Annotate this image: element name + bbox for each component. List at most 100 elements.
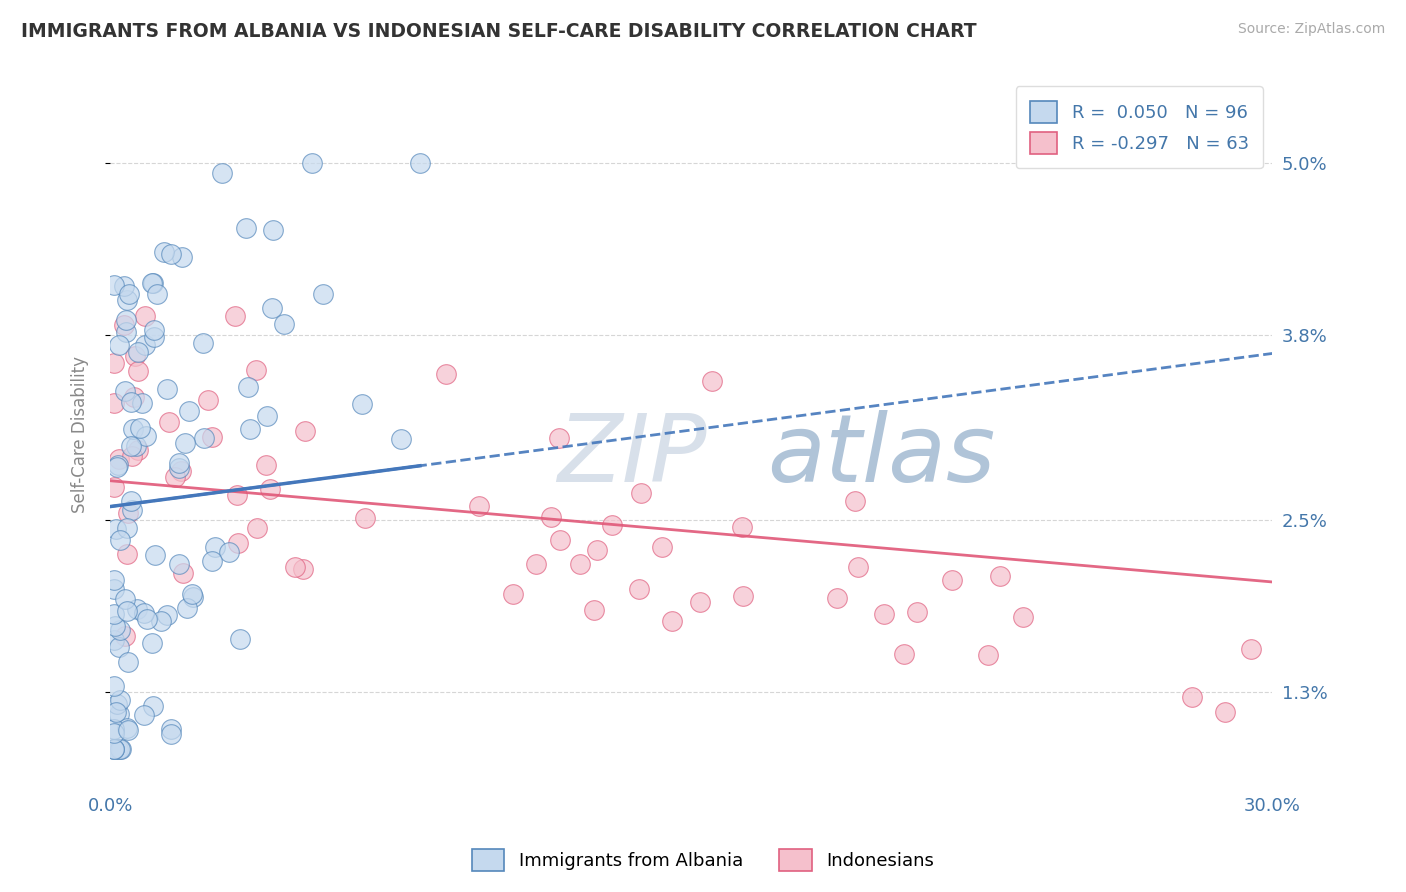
Point — [301, 156, 323, 170]
Point — [145, 549, 167, 563]
Point — [142, 322, 165, 336]
Point — [165, 470, 187, 484]
Point — [627, 582, 650, 596]
Point — [239, 422, 262, 436]
Point — [170, 464, 193, 478]
Point — [312, 287, 335, 301]
Point — [200, 430, 222, 444]
Point — [191, 335, 214, 350]
Point — [193, 431, 215, 445]
Point — [107, 742, 129, 756]
Point — [103, 355, 125, 369]
Point — [157, 415, 180, 429]
Point — [226, 535, 249, 549]
Point — [115, 325, 138, 339]
Point — [110, 624, 132, 638]
Point — [235, 221, 257, 235]
Point — [105, 697, 128, 711]
Point — [122, 390, 145, 404]
Point — [167, 457, 190, 471]
Point — [108, 742, 131, 756]
Point — [389, 433, 412, 447]
Point — [146, 287, 169, 301]
Point — [115, 313, 138, 327]
Point — [661, 615, 683, 629]
Point — [141, 699, 163, 714]
Point — [1213, 705, 1236, 719]
Point — [350, 396, 373, 410]
Point — [121, 502, 143, 516]
Point — [893, 647, 915, 661]
Point — [197, 393, 219, 408]
Point — [114, 629, 136, 643]
Point — [468, 499, 491, 513]
Point — [112, 279, 135, 293]
Point — [586, 542, 609, 557]
Point — [844, 493, 866, 508]
Point — [160, 247, 183, 261]
Point — [256, 409, 278, 423]
Point — [103, 632, 125, 647]
Point — [117, 723, 139, 737]
Point — [117, 507, 139, 521]
Point — [134, 337, 156, 351]
Text: Source: ZipAtlas.com: Source: ZipAtlas.com — [1237, 22, 1385, 37]
Point — [159, 727, 181, 741]
Point — [284, 560, 307, 574]
Point — [110, 693, 132, 707]
Point — [103, 722, 125, 736]
Point — [115, 293, 138, 307]
Point — [107, 338, 129, 352]
Point — [156, 607, 179, 622]
Point — [169, 460, 191, 475]
Point — [118, 287, 141, 301]
Point — [143, 329, 166, 343]
Point — [689, 595, 711, 609]
Point — [110, 742, 132, 756]
Point — [141, 636, 163, 650]
Point — [115, 721, 138, 735]
Point — [103, 742, 125, 756]
Point — [125, 602, 148, 616]
Point — [167, 558, 190, 572]
Point — [114, 591, 136, 606]
Point — [700, 374, 723, 388]
Point — [103, 679, 125, 693]
Point — [103, 742, 125, 756]
Point — [211, 166, 233, 180]
Point — [103, 573, 125, 587]
Point — [112, 318, 135, 332]
Point — [127, 443, 149, 458]
Point — [905, 605, 928, 619]
Point — [121, 449, 143, 463]
Point — [103, 726, 125, 740]
Y-axis label: Self-Care Disability: Self-Care Disability — [72, 356, 89, 513]
Point — [550, 533, 572, 548]
Point — [135, 428, 157, 442]
Point — [204, 540, 226, 554]
Point — [731, 520, 754, 534]
Point — [224, 309, 246, 323]
Point — [103, 742, 125, 756]
Point — [105, 460, 128, 475]
Point — [172, 566, 194, 580]
Point — [630, 486, 652, 500]
Point — [602, 518, 624, 533]
Point — [262, 223, 284, 237]
Point — [177, 404, 200, 418]
Point — [104, 705, 127, 719]
Point — [547, 431, 569, 445]
Point — [103, 277, 125, 292]
Point — [502, 587, 524, 601]
Point — [229, 632, 252, 646]
Point — [1181, 690, 1204, 704]
Point — [526, 557, 548, 571]
Point — [120, 494, 142, 508]
Point — [103, 480, 125, 494]
Point — [733, 589, 755, 603]
Point — [125, 439, 148, 453]
Point — [434, 367, 457, 381]
Point — [254, 458, 277, 473]
Point — [108, 533, 131, 547]
Point — [174, 436, 197, 450]
